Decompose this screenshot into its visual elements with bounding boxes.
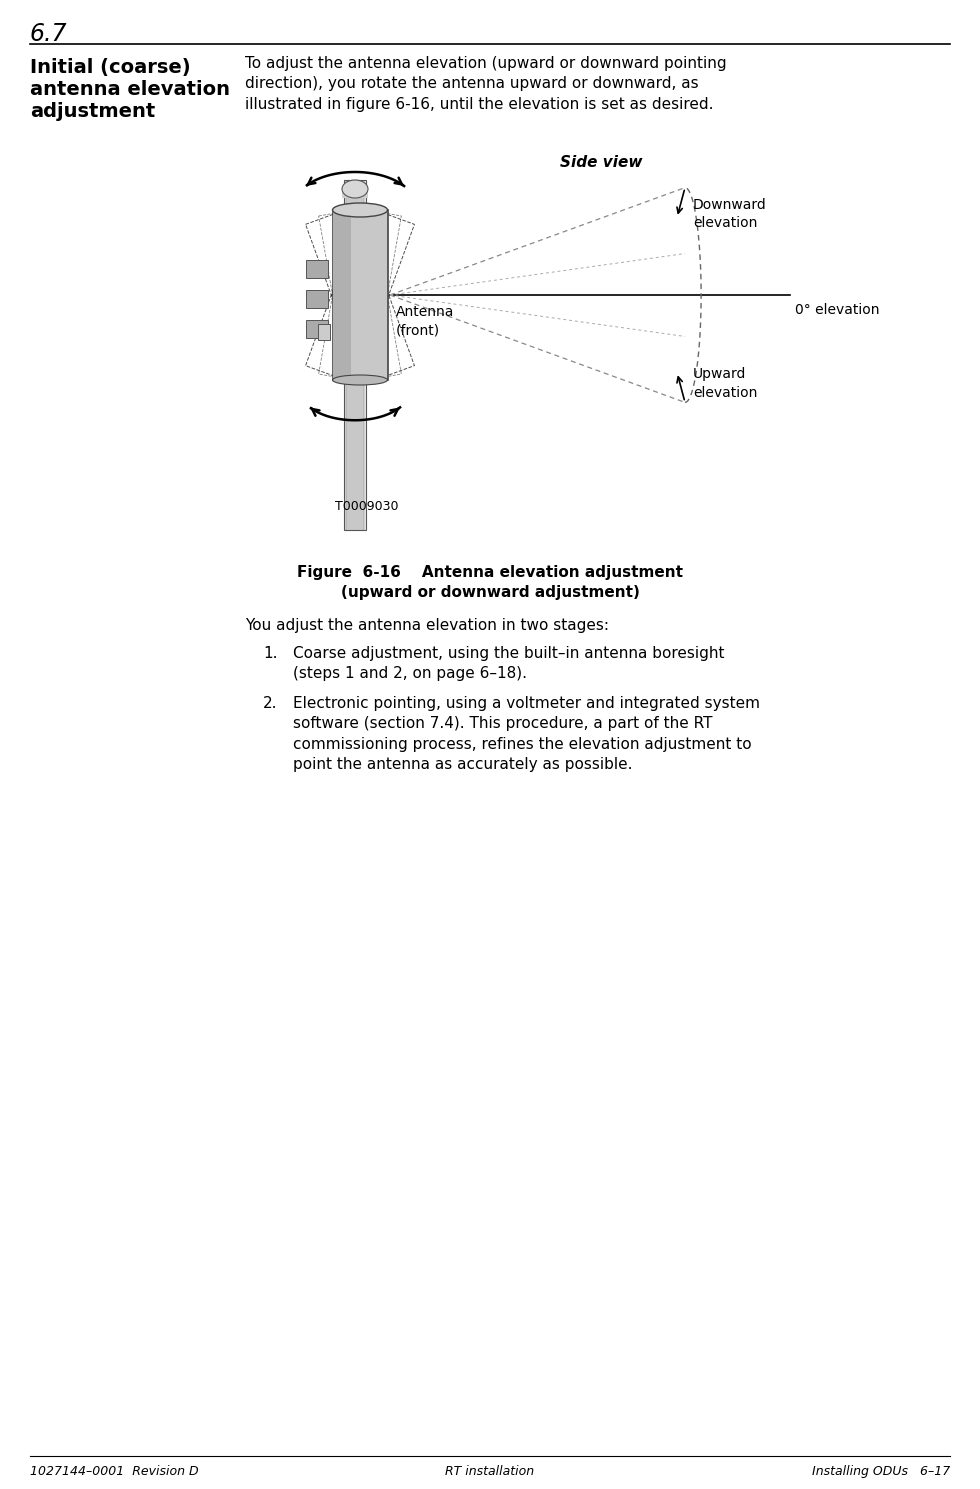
Text: adjustment: adjustment [30, 103, 155, 121]
Text: Coarse adjustment, using the built–in antenna boresight
(steps 1 and 2, on page : Coarse adjustment, using the built–in an… [293, 646, 724, 682]
Text: Side view: Side view [560, 155, 643, 170]
Text: 6.7: 6.7 [30, 22, 68, 46]
Text: Downward
elevation: Downward elevation [693, 198, 766, 229]
Ellipse shape [342, 180, 368, 198]
Text: Antenna
(front): Antenna (front) [396, 305, 455, 338]
Bar [344, 180, 366, 530]
Text: (upward or downward adjustment): (upward or downward adjustment) [341, 585, 639, 600]
Text: Upward
elevation: Upward elevation [693, 368, 758, 399]
Bar [342, 189, 368, 198]
Bar [318, 325, 330, 339]
Bar [345, 180, 365, 530]
Text: 0° elevation: 0° elevation [795, 302, 879, 317]
Bar [306, 290, 328, 308]
Text: T0009030: T0009030 [335, 500, 399, 514]
Ellipse shape [332, 375, 387, 386]
Text: Electronic pointing, using a voltmeter and integrated system
software (section 7: Electronic pointing, using a voltmeter a… [293, 695, 760, 773]
Bar [306, 320, 328, 338]
Bar [333, 210, 388, 380]
Text: You adjust the antenna elevation in two stages:: You adjust the antenna elevation in two … [245, 618, 609, 633]
Ellipse shape [332, 203, 387, 217]
Text: Figure  6-16    Antenna elevation adjustment: Figure 6-16 Antenna elevation adjustment [297, 564, 683, 581]
Text: antenna elevation: antenna elevation [30, 80, 230, 98]
Bar [344, 180, 366, 530]
Bar [333, 210, 351, 380]
Bar [346, 180, 364, 530]
Text: 1.: 1. [263, 646, 277, 661]
Text: 1027144–0001  Revision D: 1027144–0001 Revision D [30, 1465, 199, 1479]
Text: To adjust the antenna elevation (upward or downward pointing
direction), you rot: To adjust the antenna elevation (upward … [245, 57, 726, 112]
Bar [306, 261, 328, 278]
Text: 2.: 2. [263, 695, 277, 712]
Bar [347, 180, 363, 530]
Text: RT installation: RT installation [446, 1465, 534, 1479]
Text: Initial (coarse): Initial (coarse) [30, 58, 191, 77]
Text: Installing ODUs   6–17: Installing ODUs 6–17 [811, 1465, 950, 1479]
